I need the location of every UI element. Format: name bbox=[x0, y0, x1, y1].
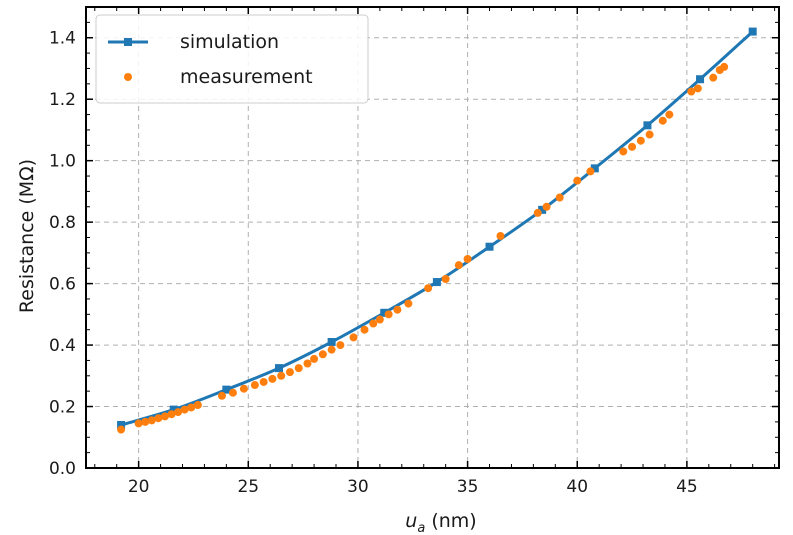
measurement-point bbox=[393, 305, 402, 314]
y-tick-label: 0.0 bbox=[49, 459, 76, 479]
measurement-point bbox=[693, 84, 702, 93]
measurement-point bbox=[360, 325, 369, 334]
measurement-point bbox=[441, 274, 450, 283]
measurement-point bbox=[250, 381, 259, 390]
measurement-point bbox=[645, 130, 654, 139]
measurement-point bbox=[496, 231, 505, 240]
x-tick-label: 35 bbox=[457, 477, 479, 497]
measurement-point bbox=[277, 371, 286, 380]
measurement-point bbox=[228, 388, 237, 397]
simulation-point bbox=[590, 164, 599, 173]
measurement-point bbox=[327, 345, 336, 354]
measurement-point bbox=[658, 116, 667, 125]
plot-series bbox=[117, 27, 757, 434]
y-tick-label: 1.4 bbox=[49, 29, 76, 49]
x-axis-label-symbol: u bbox=[405, 510, 417, 532]
x-tick-label: 20 bbox=[128, 477, 150, 497]
simulation-point bbox=[538, 205, 547, 214]
y-tick-label: 0.8 bbox=[49, 213, 76, 233]
measurement-point bbox=[147, 416, 156, 425]
legend-box bbox=[95, 14, 369, 104]
x-axis-label: ua (nm) bbox=[405, 510, 476, 535]
measurement-point bbox=[217, 391, 226, 400]
legend-measurement-label: measurement bbox=[180, 66, 313, 88]
measurement-point bbox=[259, 377, 268, 386]
measurement-point bbox=[310, 354, 319, 363]
measurement-point bbox=[384, 310, 393, 319]
measurement-point bbox=[619, 147, 628, 156]
simulation-point bbox=[380, 308, 389, 317]
measurement-point bbox=[160, 412, 169, 421]
measurement-point bbox=[134, 419, 143, 428]
measurement-point bbox=[463, 255, 472, 264]
legend-simulation-label: simulation bbox=[180, 31, 279, 53]
measurement-point bbox=[180, 405, 189, 414]
y-axis-ticks: 0.0 0.2 0.4 0.6 0.8 1.0 1.2 1.4 bbox=[49, 21, 779, 479]
measurement-point bbox=[187, 403, 196, 412]
simulation-point bbox=[327, 337, 336, 346]
legend-measurement-marker bbox=[124, 73, 132, 81]
measurement-point bbox=[555, 193, 564, 202]
measurement-point bbox=[542, 202, 551, 211]
y-tick-label: 1.2 bbox=[49, 90, 76, 110]
measurement-point bbox=[628, 142, 637, 151]
measurement-point bbox=[303, 359, 312, 368]
y-tick-label: 0.4 bbox=[49, 336, 76, 356]
measurement-point bbox=[586, 167, 595, 176]
measurement-point bbox=[174, 408, 183, 417]
simulation-point bbox=[169, 405, 178, 414]
measurement-points bbox=[117, 62, 729, 434]
measurement-point bbox=[424, 284, 433, 293]
measurement-point bbox=[167, 410, 176, 419]
simulation-point bbox=[696, 75, 705, 84]
measurement-point bbox=[533, 208, 542, 217]
measurement-point bbox=[349, 333, 358, 342]
measurement-point bbox=[709, 73, 718, 82]
measurement-point bbox=[318, 350, 327, 359]
x-tick-label: 25 bbox=[237, 477, 259, 497]
simulation-point bbox=[748, 27, 757, 36]
simulation-point bbox=[274, 364, 283, 373]
legend-simulation-marker bbox=[124, 38, 132, 46]
measurement-point bbox=[687, 87, 696, 96]
y-tick-label: 0.6 bbox=[49, 275, 76, 295]
x-axis-ticks: 20 25 30 35 40 45 bbox=[94, 7, 776, 497]
measurement-point bbox=[193, 400, 202, 409]
simulation-point bbox=[117, 420, 126, 429]
simulation-markers bbox=[117, 27, 757, 429]
measurement-point bbox=[454, 261, 463, 270]
simulation-point bbox=[485, 242, 494, 251]
measurement-point bbox=[141, 417, 150, 426]
measurement-point bbox=[294, 364, 303, 373]
measurement-point bbox=[375, 315, 384, 324]
y-tick-label: 1.0 bbox=[49, 152, 76, 172]
x-axis-label-unit: (nm) bbox=[425, 510, 476, 532]
y-tick-label: 0.2 bbox=[49, 398, 76, 418]
measurement-point bbox=[117, 425, 126, 434]
x-tick-label: 40 bbox=[566, 477, 588, 497]
measurement-point bbox=[154, 414, 163, 423]
y-axis-label: Resistance (MΩ) bbox=[16, 159, 38, 313]
measurement-point bbox=[239, 384, 248, 393]
measurement-point bbox=[285, 368, 294, 377]
measurement-point bbox=[268, 374, 277, 383]
measurement-point bbox=[369, 319, 378, 328]
measurement-point bbox=[336, 341, 345, 350]
x-axis-label-subscript: a bbox=[417, 521, 425, 535]
simulation-point bbox=[643, 121, 652, 130]
x-tick-label: 30 bbox=[347, 477, 369, 497]
measurement-point bbox=[404, 299, 413, 308]
measurement-point bbox=[665, 110, 674, 119]
measurement-point bbox=[573, 176, 582, 185]
legend: simulation measurement bbox=[95, 14, 369, 104]
simulation-point bbox=[222, 385, 231, 394]
simulation-point bbox=[432, 278, 441, 287]
measurement-point bbox=[720, 62, 729, 71]
x-tick-label: 45 bbox=[676, 477, 698, 497]
measurement-point bbox=[636, 136, 645, 145]
